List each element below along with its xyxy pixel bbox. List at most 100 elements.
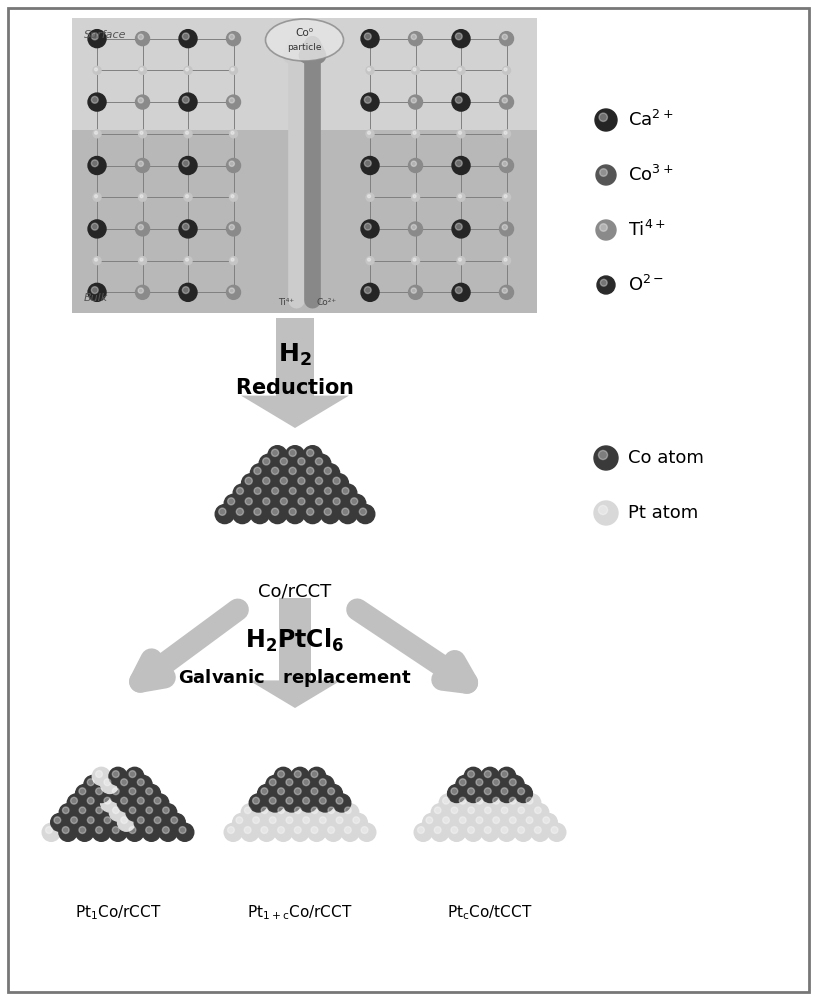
Circle shape — [342, 508, 349, 515]
Circle shape — [262, 458, 270, 465]
Circle shape — [502, 257, 511, 265]
Circle shape — [270, 817, 276, 824]
Circle shape — [364, 96, 371, 103]
Circle shape — [236, 817, 243, 824]
Circle shape — [79, 827, 86, 833]
Circle shape — [252, 817, 260, 824]
Circle shape — [257, 823, 275, 841]
Circle shape — [311, 771, 318, 778]
Circle shape — [254, 487, 261, 494]
Circle shape — [258, 804, 275, 821]
Circle shape — [303, 817, 310, 824]
Circle shape — [502, 225, 507, 230]
Circle shape — [138, 288, 144, 293]
Circle shape — [518, 807, 525, 814]
Circle shape — [435, 807, 441, 814]
Circle shape — [361, 283, 379, 301]
Circle shape — [426, 817, 433, 824]
Circle shape — [350, 498, 358, 505]
Circle shape — [70, 797, 78, 804]
Circle shape — [452, 93, 470, 111]
Circle shape — [268, 446, 287, 465]
Circle shape — [280, 498, 288, 505]
Circle shape — [599, 113, 607, 121]
Circle shape — [504, 131, 507, 134]
Circle shape — [336, 797, 343, 804]
Circle shape — [93, 193, 101, 201]
Circle shape — [224, 494, 243, 513]
Circle shape — [504, 258, 507, 261]
Circle shape — [595, 109, 617, 131]
Circle shape — [226, 32, 240, 46]
Circle shape — [333, 477, 340, 484]
Circle shape — [84, 794, 102, 812]
Text: $\mathbf{H_2}$: $\mathbf{H_2}$ — [278, 342, 312, 368]
Circle shape — [347, 494, 366, 513]
Circle shape — [259, 494, 278, 513]
Circle shape — [139, 66, 146, 74]
Circle shape — [87, 797, 94, 804]
Text: Co$^{3+}$: Co$^{3+}$ — [628, 165, 673, 185]
Circle shape — [227, 827, 234, 833]
Circle shape — [139, 193, 146, 201]
Text: $\mathbf{Galvanic\ \ \ replacement}$: $\mathbf{Galvanic\ \ \ replacement}$ — [178, 667, 412, 689]
Circle shape — [261, 788, 268, 795]
Circle shape — [329, 474, 348, 493]
Circle shape — [468, 807, 475, 814]
Circle shape — [455, 160, 462, 167]
Circle shape — [523, 814, 541, 831]
Circle shape — [184, 257, 192, 265]
Circle shape — [306, 467, 314, 474]
Circle shape — [598, 450, 608, 460]
Circle shape — [88, 220, 106, 238]
Circle shape — [171, 817, 177, 824]
Circle shape — [230, 66, 238, 74]
Circle shape — [366, 257, 374, 265]
Circle shape — [499, 32, 514, 46]
Circle shape — [142, 784, 160, 803]
Circle shape — [413, 258, 416, 261]
Circle shape — [60, 804, 77, 821]
Circle shape — [254, 508, 261, 515]
Circle shape — [443, 797, 449, 804]
Circle shape — [434, 827, 441, 833]
Circle shape — [137, 817, 144, 824]
Circle shape — [159, 804, 176, 821]
Circle shape — [307, 487, 314, 494]
Circle shape — [185, 195, 189, 198]
Circle shape — [215, 505, 234, 524]
Circle shape — [182, 223, 190, 230]
Circle shape — [278, 827, 284, 833]
Circle shape — [87, 779, 94, 786]
Circle shape — [67, 794, 85, 812]
Circle shape — [226, 285, 240, 299]
Circle shape — [145, 827, 153, 833]
Circle shape — [456, 775, 474, 793]
Circle shape — [498, 804, 516, 821]
Circle shape — [359, 508, 367, 515]
Circle shape — [413, 131, 416, 134]
Circle shape — [457, 66, 465, 74]
Circle shape — [312, 494, 331, 513]
Circle shape — [502, 193, 511, 201]
Circle shape — [230, 193, 238, 201]
FancyBboxPatch shape — [276, 318, 314, 398]
Circle shape — [134, 794, 152, 812]
Circle shape — [534, 807, 541, 814]
Circle shape — [484, 771, 491, 778]
Circle shape — [484, 788, 491, 795]
Circle shape — [289, 449, 297, 456]
Circle shape — [457, 193, 465, 201]
Circle shape — [59, 823, 77, 841]
Circle shape — [333, 498, 340, 505]
Circle shape — [315, 458, 323, 465]
Circle shape — [137, 797, 145, 804]
Circle shape — [285, 446, 305, 465]
Circle shape — [95, 195, 97, 198]
Circle shape — [501, 788, 508, 795]
Circle shape — [163, 807, 169, 814]
Circle shape — [498, 767, 516, 785]
Circle shape — [62, 827, 69, 833]
Circle shape — [316, 794, 334, 812]
Circle shape — [109, 804, 127, 821]
